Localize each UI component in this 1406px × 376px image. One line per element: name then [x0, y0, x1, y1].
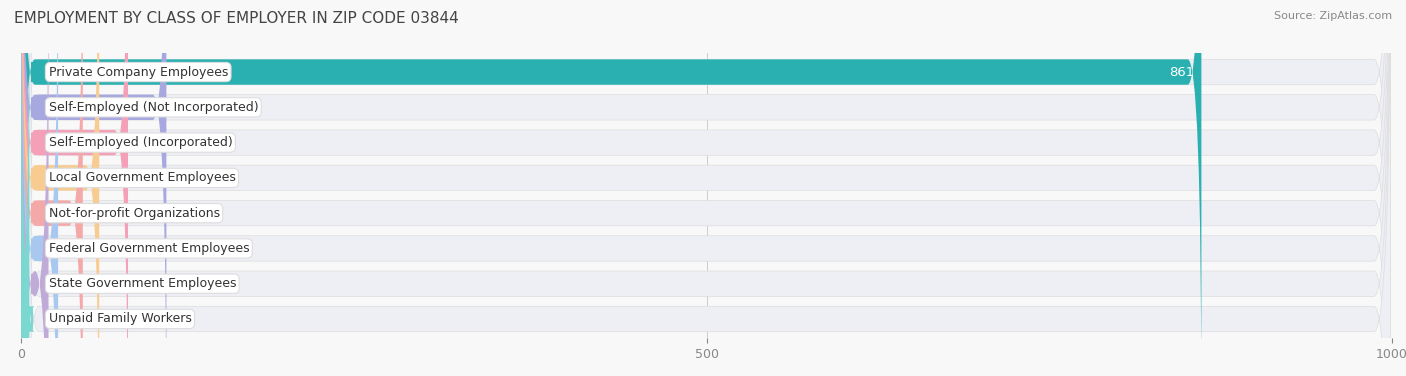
FancyBboxPatch shape: [21, 0, 48, 376]
Text: Unpaid Family Workers: Unpaid Family Workers: [48, 312, 191, 326]
FancyBboxPatch shape: [21, 0, 83, 376]
Text: Not-for-profit Organizations: Not-for-profit Organizations: [48, 207, 219, 220]
FancyBboxPatch shape: [22, 0, 1391, 376]
Text: Federal Government Employees: Federal Government Employees: [48, 242, 249, 255]
Text: Private Company Employees: Private Company Employees: [48, 65, 228, 79]
Text: State Government Employees: State Government Employees: [48, 277, 236, 290]
Text: 57: 57: [115, 171, 132, 184]
FancyBboxPatch shape: [21, 0, 128, 376]
FancyBboxPatch shape: [22, 0, 1391, 376]
Text: 20: 20: [65, 277, 80, 290]
Text: Source: ZipAtlas.com: Source: ZipAtlas.com: [1274, 11, 1392, 21]
Text: 6: 6: [46, 312, 53, 326]
FancyBboxPatch shape: [22, 0, 1391, 376]
Text: 861: 861: [1170, 65, 1195, 79]
FancyBboxPatch shape: [22, 0, 1391, 376]
FancyBboxPatch shape: [22, 0, 1391, 376]
Text: 45: 45: [100, 207, 115, 220]
FancyBboxPatch shape: [22, 0, 1391, 376]
FancyBboxPatch shape: [15, 0, 35, 376]
Text: Local Government Employees: Local Government Employees: [48, 171, 235, 184]
Text: Self-Employed (Incorporated): Self-Employed (Incorporated): [48, 136, 232, 149]
FancyBboxPatch shape: [22, 0, 1391, 376]
Text: 78: 78: [145, 136, 160, 149]
FancyBboxPatch shape: [21, 0, 1201, 376]
FancyBboxPatch shape: [22, 0, 1391, 376]
Text: 106: 106: [183, 101, 207, 114]
FancyBboxPatch shape: [21, 0, 100, 376]
Text: EMPLOYMENT BY CLASS OF EMPLOYER IN ZIP CODE 03844: EMPLOYMENT BY CLASS OF EMPLOYER IN ZIP C…: [14, 11, 458, 26]
Text: Self-Employed (Not Incorporated): Self-Employed (Not Incorporated): [48, 101, 259, 114]
FancyBboxPatch shape: [21, 0, 58, 376]
FancyBboxPatch shape: [21, 0, 166, 376]
Text: 27: 27: [75, 242, 90, 255]
